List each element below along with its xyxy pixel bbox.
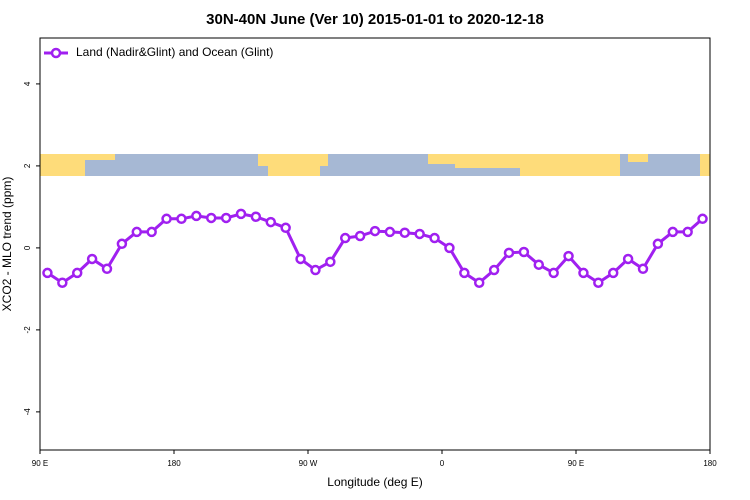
point [310,264,321,276]
point [71,267,83,279]
y-tick-label: -4 [23,408,32,416]
point [622,253,634,265]
point [235,208,247,220]
point [280,222,291,234]
point [563,250,574,262]
point [399,227,411,238]
point [295,253,306,265]
x-tick-label: 90 E [568,459,584,468]
point [578,267,589,279]
point [176,213,187,225]
map-band [40,154,710,176]
y-tick-label: 0 [23,245,32,250]
series-line [46,212,704,285]
plot-frame [39,37,711,451]
x-axis-label: Longitude (deg E) [327,475,422,489]
x-tick-label: 180 [703,459,717,468]
y-tick-label: 2 [23,163,32,168]
point [57,277,68,288]
point [369,225,381,237]
point [473,277,485,288]
point [325,256,336,268]
point [682,226,693,238]
point [116,238,128,250]
point [459,267,470,279]
point [593,277,604,288]
point [548,267,559,279]
point [265,216,277,228]
y-tick-label: 4 [23,81,32,86]
legend-marker [50,47,62,59]
y-tick-label: -2 [23,326,32,334]
point [697,213,708,225]
point [518,246,530,258]
point [667,226,679,238]
legend-label: Land (Nadir&Glint) and Ocean (Glint) [76,45,273,59]
point [161,213,172,225]
point [414,228,425,240]
point [131,226,143,238]
point [384,226,396,238]
point [533,259,545,270]
point [101,263,113,275]
point [652,238,664,250]
point [339,232,351,244]
x-tick-label: 90 E [32,459,48,468]
point [205,212,217,224]
point [607,267,619,279]
point [220,212,232,224]
y-axis-label: XCO2 - MLO trend (ppm) [0,177,14,312]
x-tick-label: 0 [440,459,445,468]
point [503,247,515,259]
point [42,267,53,279]
point [250,211,262,222]
x-tick-label: 90 W [299,459,318,468]
point [354,230,366,242]
point [86,253,98,265]
point [191,210,202,222]
x-tick-label: 180 [167,459,181,468]
point [488,264,500,276]
point [444,242,455,254]
point [637,263,649,275]
point [429,232,440,244]
chart-title: 30N-40N June (Ver 10) 2015-01-01 to 2020… [206,11,544,28]
point [146,226,157,238]
